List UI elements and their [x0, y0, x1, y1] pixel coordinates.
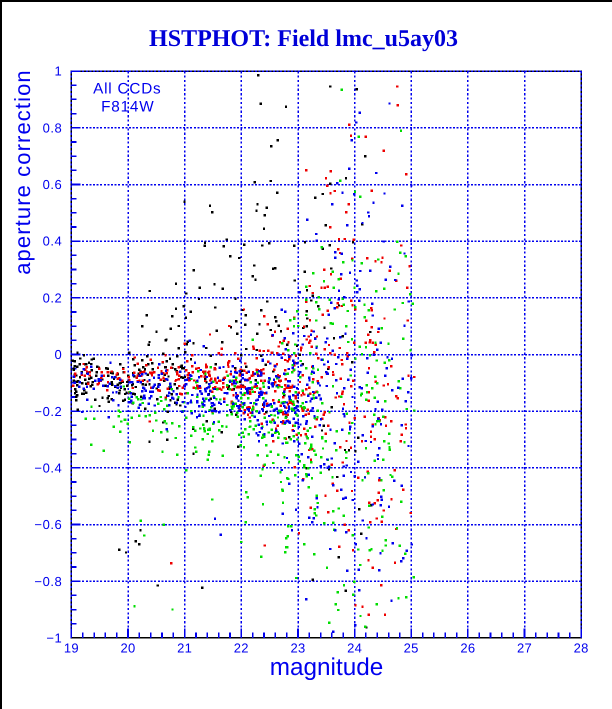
svg-text:24: 24 [347, 641, 362, 656]
svg-text:21: 21 [177, 641, 192, 656]
svg-text:0: 0 [55, 347, 63, 362]
svg-text:25: 25 [404, 641, 419, 656]
svg-text:−1: −1 [46, 631, 62, 646]
svg-text:magnitude: magnitude [270, 654, 383, 681]
svg-text:F814W: F814W [101, 99, 154, 116]
svg-text:19: 19 [64, 641, 79, 656]
svg-text:−0.6: −0.6 [34, 517, 62, 532]
svg-text:20: 20 [120, 641, 135, 656]
svg-text:−0.8: −0.8 [34, 574, 62, 589]
svg-text:−0.4: −0.4 [34, 461, 62, 476]
svg-text:−0.2: −0.2 [34, 404, 62, 419]
svg-text:23: 23 [290, 641, 305, 656]
svg-text:0.8: 0.8 [43, 120, 63, 135]
svg-text:All CCDs: All CCDs [93, 80, 161, 97]
svg-text:27: 27 [517, 641, 532, 656]
svg-text:28: 28 [574, 641, 589, 656]
svg-text:22: 22 [234, 641, 249, 656]
svg-text:0.6: 0.6 [43, 177, 63, 192]
svg-text:26: 26 [460, 641, 475, 656]
svg-text:HSTPHOT: Field lmc_u5ay03: HSTPHOT: Field lmc_u5ay03 [149, 26, 458, 52]
svg-text:0.4: 0.4 [43, 234, 63, 249]
svg-text:1: 1 [55, 64, 63, 79]
svg-text:aperture correction: aperture correction [10, 69, 35, 275]
svg-text:0.2: 0.2 [43, 290, 63, 305]
